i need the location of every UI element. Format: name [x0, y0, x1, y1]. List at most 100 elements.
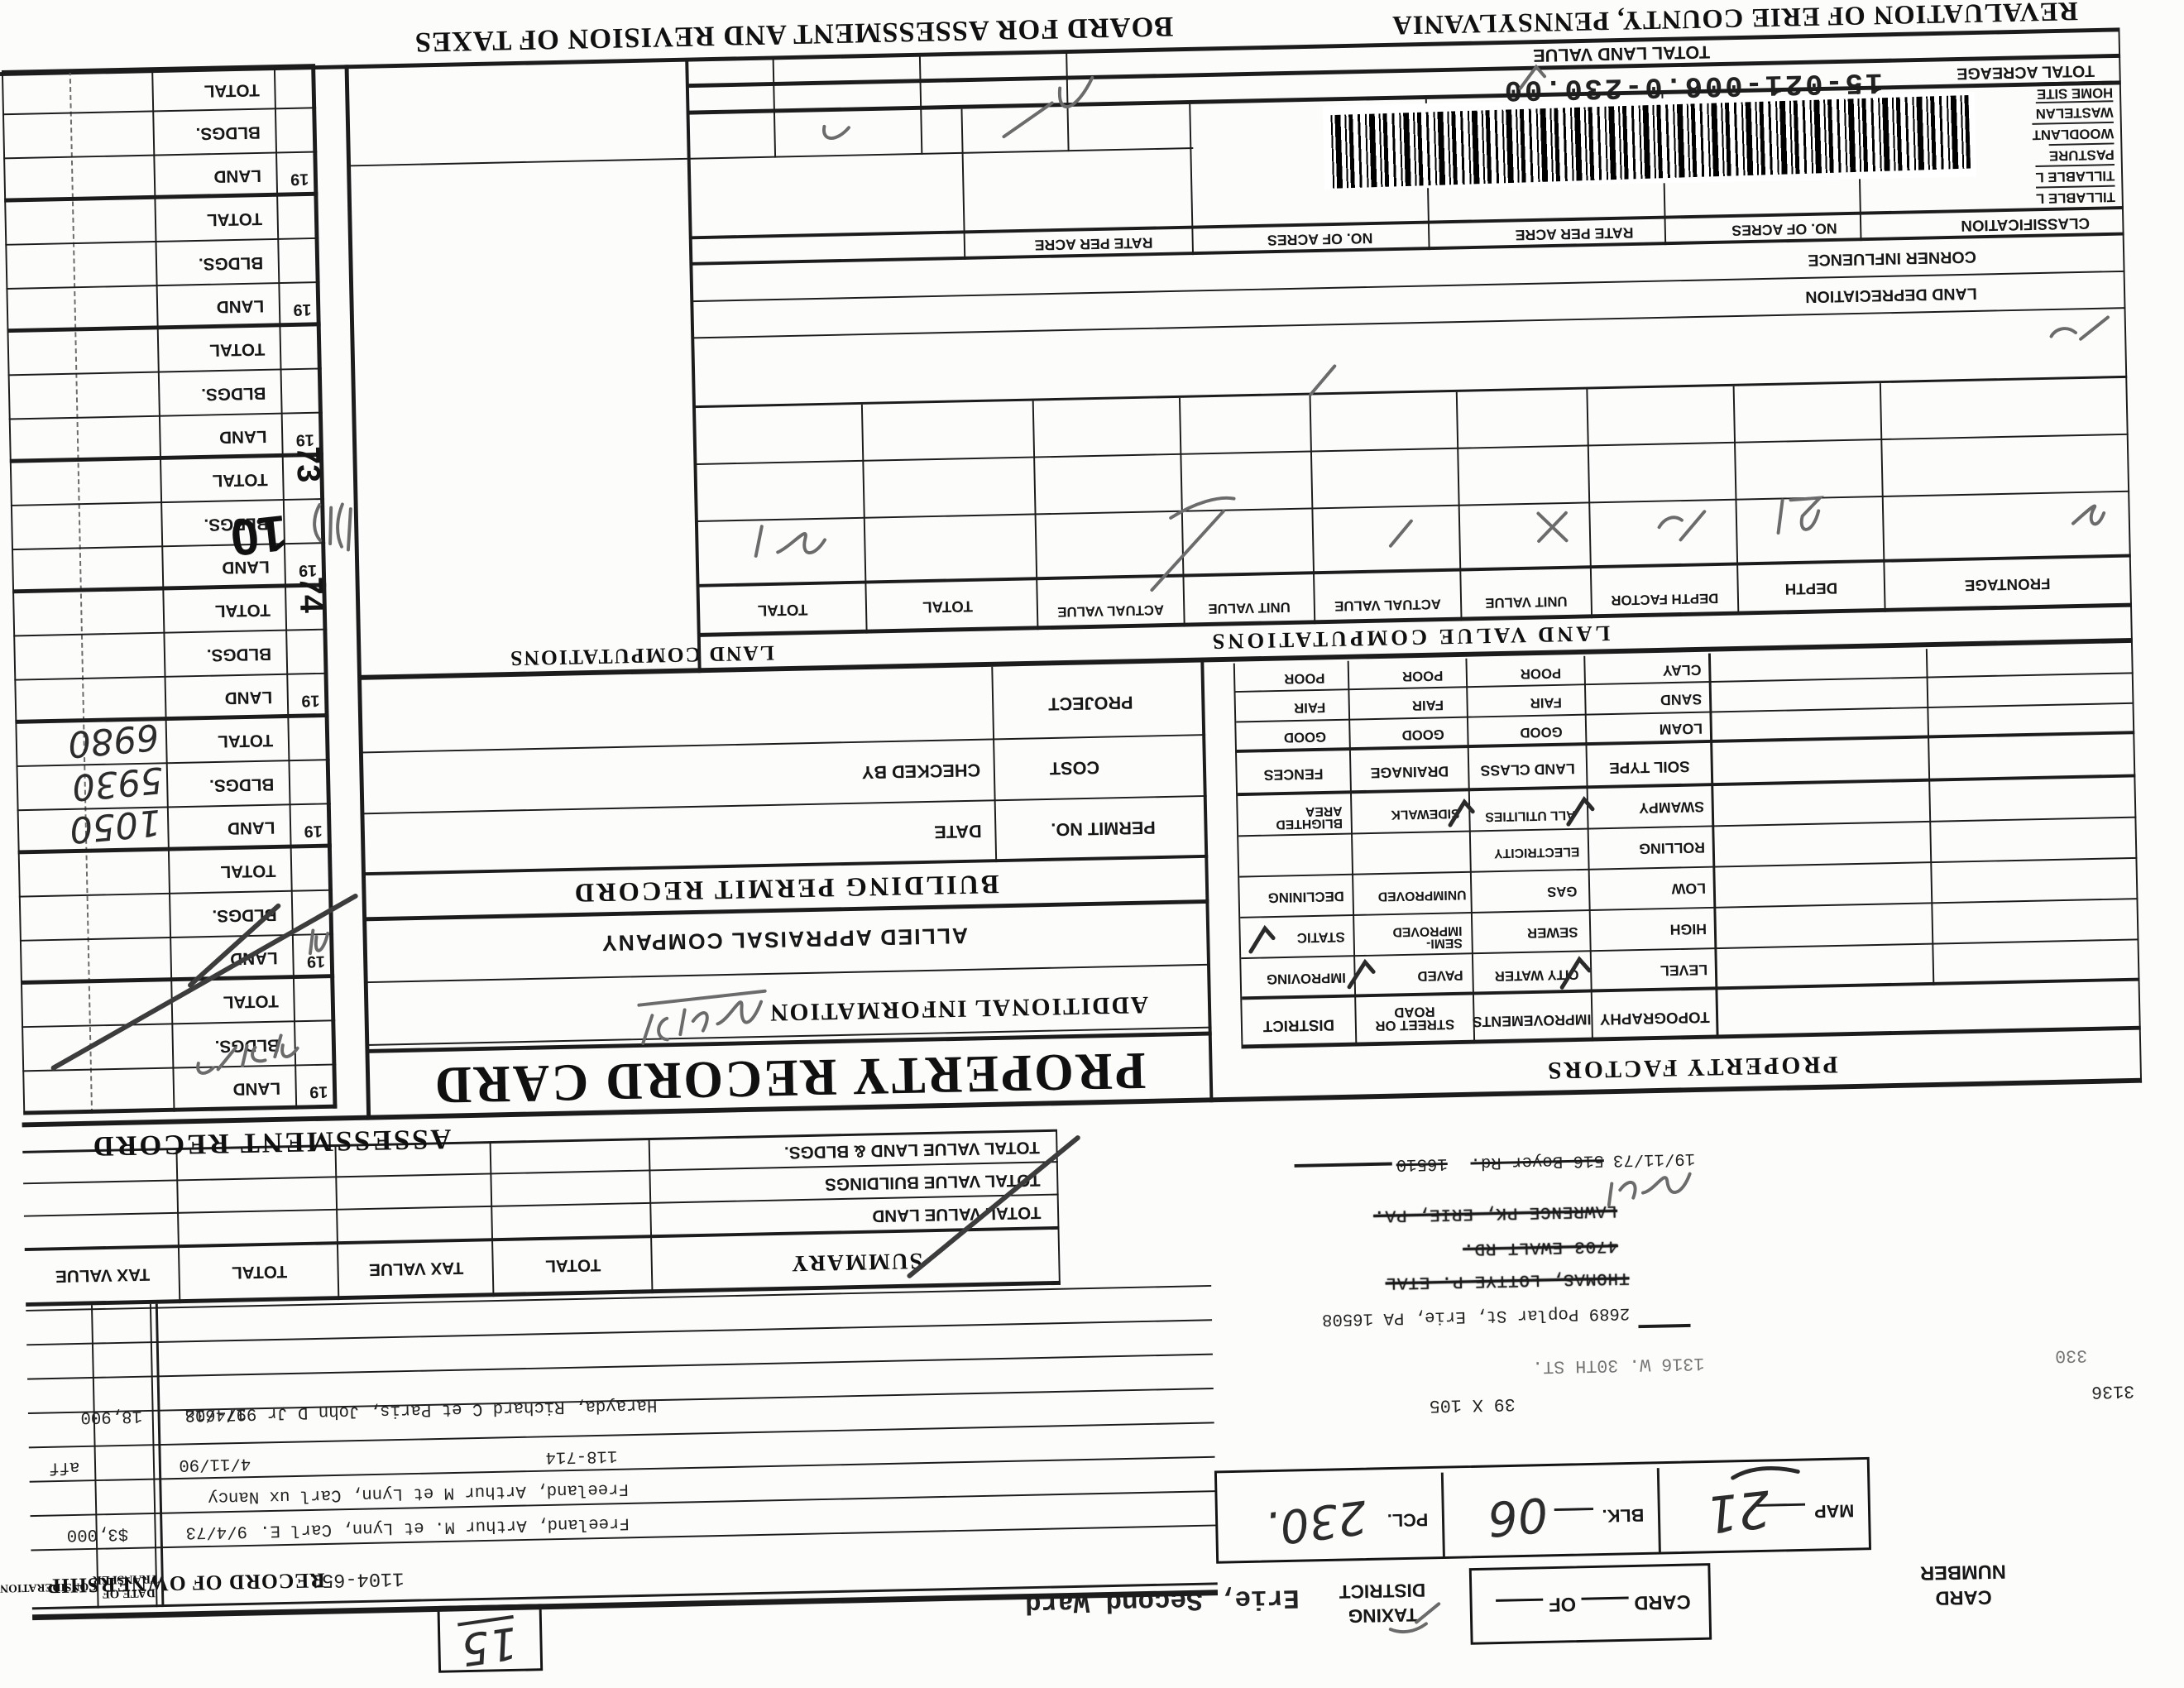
fences-good: GOOD — [1283, 729, 1327, 746]
factor-level: LEVEL — [1660, 961, 1708, 979]
rule — [2, 107, 317, 116]
pencil-mark-corner — [1309, 364, 1337, 396]
pencil-mark-total — [754, 525, 827, 558]
rule — [693, 307, 2126, 339]
property-factors-title: PROPERTY FACTORS — [1545, 1051, 1838, 1084]
rule — [26, 1280, 1061, 1307]
pencil-mark-strip-2 — [822, 124, 850, 140]
consideration-header: CONSIDERATION — [0, 1580, 98, 1594]
permit-cost-label: COST — [1049, 757, 1100, 779]
rule — [22, 1063, 337, 1072]
rule — [27, 1353, 1213, 1380]
factor-high: HIGH — [1669, 920, 1707, 938]
assess-total-g4: TOTAL — [214, 600, 271, 621]
rule — [685, 60, 702, 674]
assess-total-g8: TOTAL — [204, 80, 260, 101]
assess-year-g7: 19 — [293, 300, 312, 319]
class-col-acres-2: NO. OF ACRES — [1267, 229, 1373, 249]
permit-project-label: PROJECT — [1047, 692, 1133, 715]
owner-row-1-consideration: $3,000 — [66, 1523, 129, 1544]
fences-fair: FAIR — [1293, 699, 1326, 717]
rule — [20, 974, 335, 985]
permit-date-label: DATE — [934, 821, 982, 843]
assess-year-g4: 19 — [301, 691, 320, 710]
taxing-line2: DISTRICT — [1339, 1580, 1426, 1603]
class-col-classification: CLASSIFICATION — [1961, 213, 2091, 234]
assess-value-bldgs: 5930 — [69, 758, 165, 808]
factor-swampy: SWAMPY — [1638, 798, 1705, 817]
rule — [1586, 389, 1593, 619]
assess-bldgs-g4: BLDGS. — [206, 644, 272, 665]
date-header-line1: DATE OF — [102, 1585, 156, 1600]
class-col-rate-1: RATE PER ACRE — [1515, 224, 1634, 244]
rule — [1238, 816, 2137, 837]
assess-year-g1: 19 — [309, 1082, 328, 1101]
factor-low: LOW — [1671, 880, 1707, 898]
card-number-label-line1: CARD — [1935, 1585, 1992, 1609]
rule — [8, 411, 323, 420]
rule — [22, 1019, 336, 1029]
note-zip: 16510 — [1396, 1153, 1448, 1174]
pencil-mark-unit-value — [1536, 511, 1569, 543]
assessment-record-title: ASSESSMENT RECORD — [90, 1123, 452, 1163]
card-number-label: CARD NUMBER — [1881, 1557, 2045, 1612]
lvc-col-actual-value-1: ACTUAL VALUE — [1334, 596, 1442, 614]
rule — [4, 191, 318, 203]
assess-total-g5: TOTAL — [212, 469, 268, 491]
owner-row-1-date: 9/4/73 — [185, 1521, 248, 1542]
pencil-mark-depth-factor — [1657, 510, 1707, 542]
rule — [359, 734, 1206, 754]
rule — [13, 628, 328, 637]
permit-no-label: PERMIT NO. — [1051, 817, 1157, 841]
lvc-col-frontage: FRONTAGE — [1964, 574, 2051, 594]
rule — [91, 1305, 99, 1609]
rule — [694, 375, 2128, 409]
lvc-col-actual-value-2: ACTUAL VALUE — [1057, 602, 1165, 620]
rule — [687, 53, 2121, 89]
permit-checked-by-label: CHECKED BY — [861, 760, 981, 784]
assess-land-g1: LAND — [232, 1078, 281, 1099]
summary-col-taxvalue-2: TAX VALUE — [55, 1264, 151, 1286]
assess-total-g6: TOTAL — [209, 339, 266, 360]
lvc-col-unit-value-2: UNIT VALUE — [1208, 599, 1291, 617]
pencil-mark-frontage — [2071, 504, 2106, 526]
boyer-line-script — [1607, 1172, 1692, 1207]
blk-value: 06 — [1485, 1486, 1550, 1547]
factor-city-water: CITY WATER — [1494, 966, 1579, 985]
lot-size: 39 X 105 — [1429, 1393, 1516, 1416]
assess-year-g3: 19 — [304, 822, 323, 841]
owner-row-3-date: 9/4/02 — [184, 1403, 247, 1424]
rule — [696, 433, 2129, 466]
rule — [1240, 898, 2138, 918]
rule — [344, 65, 371, 1120]
rule — [1032, 400, 1039, 631]
class-row-wasteland: WASTELAN — [2035, 100, 2114, 122]
rule — [1189, 103, 1195, 256]
assessment-stamp-10: 10 — [228, 504, 290, 566]
factor-electricity: ELECTRICITY — [1493, 844, 1580, 861]
note-street: 516 Boyer Rd. — [1470, 1150, 1605, 1172]
soil-header-landclass: LAND CLASS — [1480, 760, 1576, 779]
assess-land-g4: LAND — [224, 687, 273, 707]
soil-clay: CLAY — [1662, 661, 1702, 679]
assess-total-g7: TOTAL — [206, 209, 263, 229]
pencil-mark-row2 — [2049, 315, 2110, 341]
rule — [5, 237, 319, 246]
class-col-acres-1: NO. OF ACRES — [1731, 220, 1837, 239]
rule — [7, 322, 321, 333]
assess-land-g2: LAND — [230, 948, 278, 968]
additional-information-title: ADDITIONAL INFORMATION — [768, 990, 1149, 1027]
rule — [14, 672, 328, 681]
rule — [3, 151, 318, 160]
check-static — [1248, 924, 1276, 954]
route-number: 330 — [2054, 1345, 2088, 1366]
owner-row-1-name: Freeland, Arthur M. et Lynn, Carl E. — [259, 1513, 630, 1540]
factor-paved: PAVED — [1417, 967, 1463, 985]
assess-total-g1: TOTAL — [223, 991, 280, 1012]
rule — [17, 803, 331, 812]
assess-total-g2: TOTAL — [220, 861, 276, 881]
rule — [1178, 397, 1185, 627]
owner-row-2-date: 4/11/90 — [179, 1453, 251, 1475]
factor-semi-improved: SEMI-IMPROVED — [1392, 923, 1463, 951]
